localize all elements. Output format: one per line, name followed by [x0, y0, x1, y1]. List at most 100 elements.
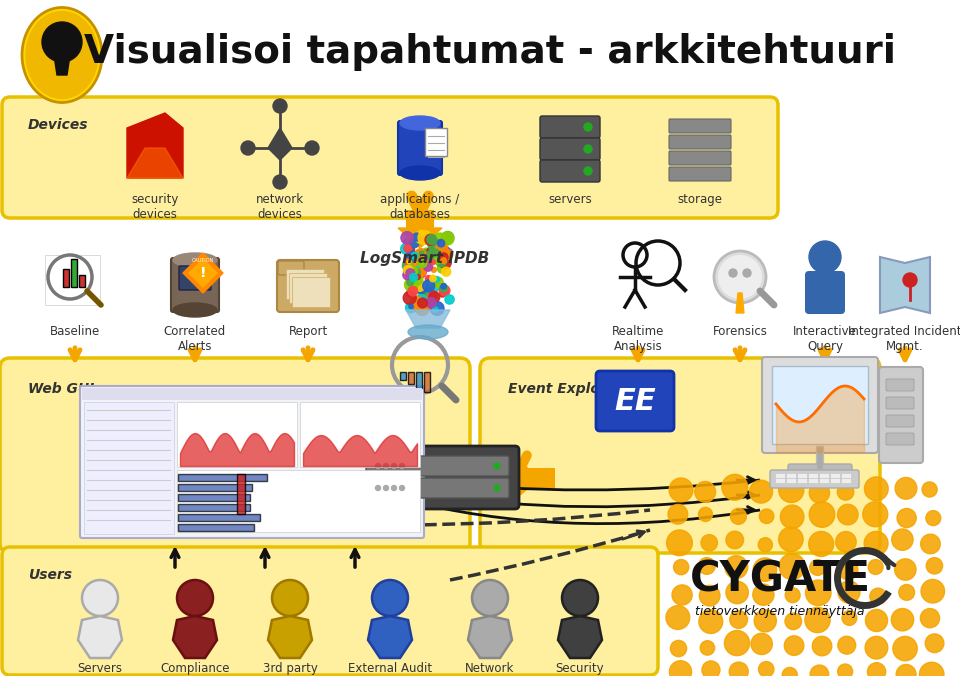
Circle shape: [405, 302, 416, 313]
Polygon shape: [368, 616, 412, 658]
Circle shape: [410, 239, 419, 248]
Circle shape: [420, 251, 423, 256]
Circle shape: [809, 241, 841, 273]
Circle shape: [430, 307, 435, 312]
Circle shape: [440, 253, 448, 262]
FancyBboxPatch shape: [798, 473, 807, 479]
FancyBboxPatch shape: [171, 258, 219, 312]
Polygon shape: [468, 616, 512, 658]
Circle shape: [674, 560, 688, 575]
Ellipse shape: [408, 325, 448, 339]
Circle shape: [411, 252, 418, 259]
Circle shape: [400, 243, 412, 254]
FancyBboxPatch shape: [177, 470, 420, 532]
FancyBboxPatch shape: [80, 386, 424, 538]
Circle shape: [779, 527, 804, 552]
FancyBboxPatch shape: [776, 479, 785, 483]
FancyBboxPatch shape: [416, 372, 422, 388]
Circle shape: [666, 530, 692, 556]
Circle shape: [401, 232, 414, 244]
Circle shape: [414, 297, 425, 308]
Circle shape: [423, 289, 437, 303]
Circle shape: [809, 560, 826, 575]
Text: Event Explorer: Event Explorer: [508, 382, 623, 396]
Circle shape: [430, 239, 439, 248]
Circle shape: [780, 554, 805, 579]
Circle shape: [436, 256, 446, 267]
Circle shape: [413, 254, 420, 260]
Circle shape: [431, 260, 435, 264]
Circle shape: [440, 246, 450, 257]
Circle shape: [438, 239, 444, 247]
Circle shape: [429, 291, 440, 302]
Circle shape: [418, 231, 432, 244]
Circle shape: [863, 502, 888, 527]
Circle shape: [403, 240, 414, 250]
Circle shape: [441, 283, 446, 289]
Circle shape: [865, 636, 888, 659]
FancyBboxPatch shape: [286, 269, 324, 299]
Circle shape: [868, 662, 886, 676]
Circle shape: [726, 581, 749, 604]
Circle shape: [926, 558, 943, 574]
FancyBboxPatch shape: [669, 151, 731, 165]
Ellipse shape: [173, 253, 217, 267]
FancyBboxPatch shape: [842, 473, 852, 479]
Circle shape: [434, 233, 446, 246]
Circle shape: [891, 608, 914, 631]
FancyBboxPatch shape: [178, 494, 250, 501]
Circle shape: [409, 304, 414, 309]
Circle shape: [785, 587, 800, 603]
Circle shape: [895, 477, 917, 499]
Circle shape: [177, 580, 213, 616]
FancyBboxPatch shape: [669, 135, 731, 149]
Text: Web GUI: Web GUI: [28, 382, 94, 396]
Circle shape: [429, 295, 435, 301]
Circle shape: [407, 279, 414, 286]
Circle shape: [433, 277, 444, 287]
FancyBboxPatch shape: [788, 464, 852, 476]
FancyBboxPatch shape: [798, 479, 807, 483]
Circle shape: [411, 303, 419, 310]
Circle shape: [718, 255, 762, 299]
Circle shape: [730, 610, 748, 629]
Circle shape: [423, 248, 429, 254]
Circle shape: [420, 283, 430, 293]
FancyBboxPatch shape: [820, 473, 829, 479]
Circle shape: [896, 665, 916, 676]
Text: Servers: Servers: [78, 662, 123, 675]
FancyBboxPatch shape: [178, 504, 250, 511]
Circle shape: [444, 289, 448, 295]
Circle shape: [922, 482, 937, 497]
Circle shape: [273, 175, 287, 189]
Circle shape: [432, 249, 439, 256]
Circle shape: [406, 265, 418, 276]
Circle shape: [408, 284, 416, 292]
Circle shape: [494, 485, 500, 491]
Circle shape: [838, 664, 852, 676]
FancyBboxPatch shape: [886, 379, 914, 391]
Circle shape: [864, 531, 888, 555]
FancyBboxPatch shape: [424, 372, 430, 392]
Circle shape: [415, 249, 425, 260]
FancyBboxPatch shape: [82, 388, 422, 400]
Circle shape: [425, 253, 436, 264]
Circle shape: [701, 535, 717, 551]
FancyBboxPatch shape: [177, 402, 297, 467]
FancyBboxPatch shape: [808, 473, 819, 479]
Polygon shape: [189, 259, 217, 287]
Circle shape: [432, 307, 438, 312]
Circle shape: [435, 243, 448, 256]
FancyBboxPatch shape: [45, 255, 100, 305]
Circle shape: [427, 235, 437, 244]
Circle shape: [415, 295, 427, 308]
Circle shape: [714, 251, 766, 303]
FancyBboxPatch shape: [179, 266, 211, 290]
Circle shape: [415, 231, 429, 244]
FancyBboxPatch shape: [770, 470, 859, 488]
Text: Report: Report: [288, 325, 327, 338]
Circle shape: [895, 559, 916, 580]
FancyBboxPatch shape: [292, 277, 330, 307]
FancyBboxPatch shape: [79, 275, 85, 287]
FancyBboxPatch shape: [669, 119, 731, 133]
